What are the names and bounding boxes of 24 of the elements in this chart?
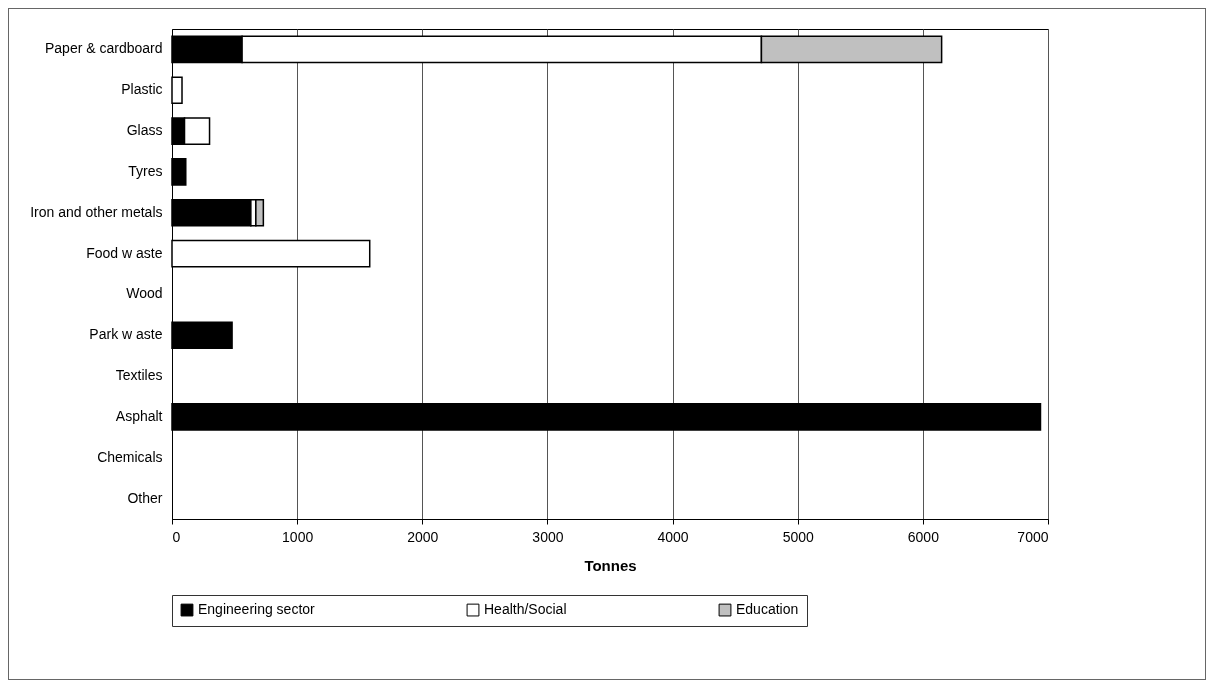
y-tick-label: Paper & cardboard xyxy=(44,40,163,57)
y-tick-label: Textiles xyxy=(115,367,163,384)
y-tick-label: Tyres xyxy=(128,162,163,179)
legend-label: Engineering sector xyxy=(198,601,316,618)
y-tick-label: Chemicals xyxy=(97,448,163,465)
x-axis-title: Tonnes xyxy=(584,556,637,574)
y-tick-label: Glass xyxy=(126,122,163,139)
y-tick-label: Asphalt xyxy=(115,407,163,424)
y-tick-label: Other xyxy=(127,489,163,506)
x-tick-label: 4000 xyxy=(657,528,689,545)
x-tick-label: 1000 xyxy=(282,528,314,545)
x-tick-label: 6000 xyxy=(907,528,940,545)
y-tick-label: Plastic xyxy=(121,81,163,98)
x-tick-label: 2000 xyxy=(407,528,439,545)
y-tick-label: Iron and other metals xyxy=(30,203,163,220)
x-tick-label: 5000 xyxy=(782,528,814,545)
y-tick-label: Food w aste xyxy=(86,244,163,261)
x-tick-label: 3000 xyxy=(532,528,564,545)
x-tick-label: 7000 xyxy=(1017,528,1049,545)
legend-label: Health/Social xyxy=(484,601,567,618)
x-tick-label: 0 xyxy=(172,528,181,545)
y-tick-label: Park w aste xyxy=(89,326,163,343)
y-tick-label: Wood xyxy=(126,285,163,302)
legend-label: Education xyxy=(736,601,799,618)
